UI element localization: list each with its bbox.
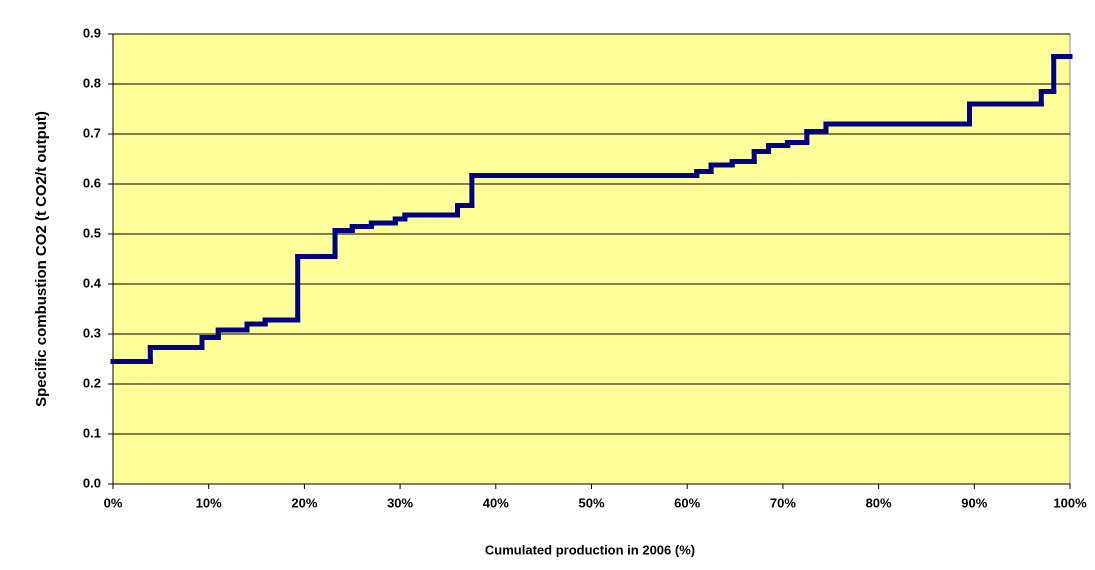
- x-tick-label: 40%: [483, 495, 509, 510]
- x-tick-label: 30%: [387, 495, 413, 510]
- y-tick-label: 0.8: [83, 75, 101, 90]
- y-tick-label: 0.1: [83, 425, 101, 440]
- x-tick-label: 60%: [674, 495, 700, 510]
- x-tick-label: 90%: [961, 495, 987, 510]
- x-tick-label: 70%: [770, 495, 796, 510]
- x-tick-label: 0%: [104, 495, 123, 510]
- x-tick-label: 100%: [1053, 495, 1087, 510]
- y-tick-label: 0.9: [83, 25, 101, 40]
- y-axis-title: Specific combustion CO2 (t CO2/t output): [33, 111, 50, 407]
- y-tick-label: 0.3: [83, 325, 101, 340]
- y-tick-label: 0.2: [83, 375, 101, 390]
- x-tick-label: 50%: [578, 495, 604, 510]
- y-tick-label: 0.6: [83, 175, 101, 190]
- x-tick-label: 80%: [866, 495, 892, 510]
- x-axis-title: Cumulated production in 2006 (%): [485, 542, 695, 557]
- x-tick-label: 10%: [196, 495, 222, 510]
- y-tick-label: 0.0: [83, 475, 101, 490]
- y-tick-label: 0.5: [83, 225, 101, 240]
- y-tick-label: 0.7: [83, 125, 101, 140]
- x-tick-label: 20%: [291, 495, 317, 510]
- plot-area: [112, 33, 1071, 485]
- y-tick-label: 0.4: [83, 275, 102, 290]
